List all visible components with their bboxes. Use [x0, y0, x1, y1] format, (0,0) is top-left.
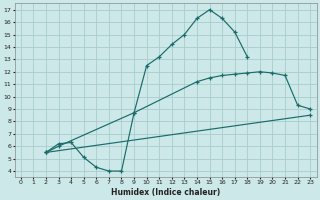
X-axis label: Humidex (Indice chaleur): Humidex (Indice chaleur): [111, 188, 220, 197]
